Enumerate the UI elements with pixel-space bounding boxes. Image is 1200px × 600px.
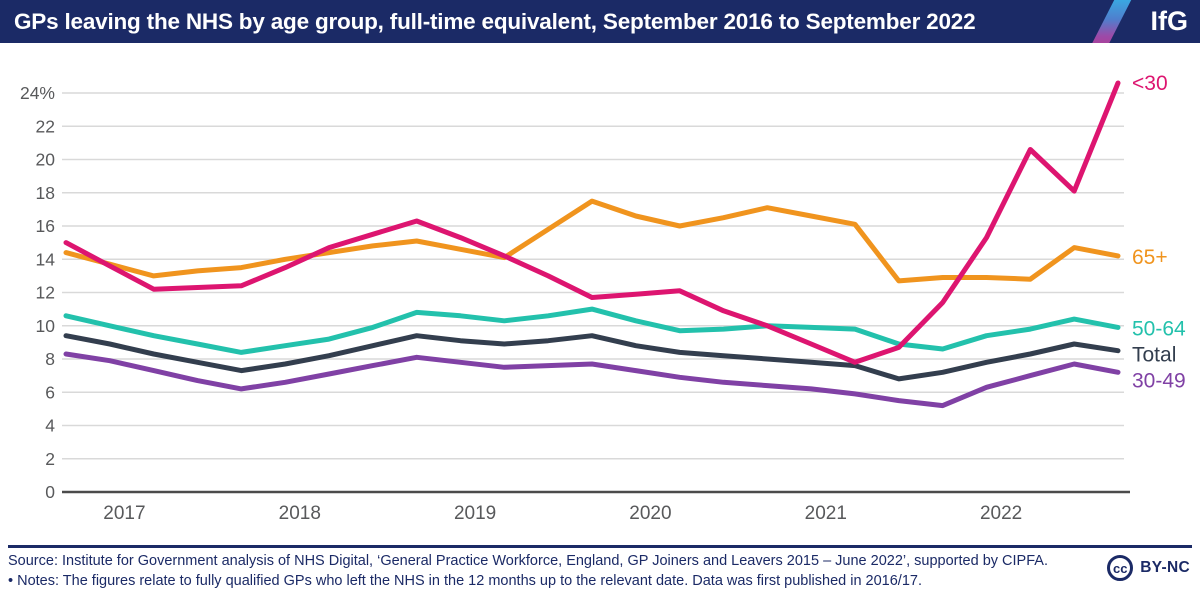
notes-text: • Notes: The figures relate to fully qua…	[8, 573, 922, 589]
x-tick-label: 2021	[805, 503, 847, 524]
license-text: BY-NC	[1140, 559, 1190, 576]
y-tick-label: 22	[36, 116, 55, 136]
y-tick-label: 4	[45, 416, 55, 436]
y-tick-label: 2	[45, 449, 55, 469]
y-tick-label: 16	[36, 216, 55, 236]
series-line-50-64	[63, 306, 1121, 355]
y-tick-label: 6	[45, 382, 55, 402]
cc-license-badge: cc BY-NC	[1107, 555, 1190, 581]
series-line-Total	[63, 333, 1121, 382]
y-tick-label: 10	[36, 316, 56, 336]
y-tick-label: 8	[45, 349, 55, 369]
series-label-65+: 65+	[1132, 246, 1168, 269]
footer: Source: Institute for Government analysi…	[0, 545, 1200, 600]
x-tick-label: 2017	[103, 503, 145, 524]
title-bar: GPs leaving the NHS by age group, full-t…	[0, 0, 1200, 43]
y-tick-label: 24%	[20, 83, 55, 103]
chart-title: GPs leaving the NHS by age group, full-t…	[14, 9, 976, 34]
series-line-<30	[63, 80, 1121, 365]
y-tick-label: 20	[36, 150, 56, 170]
x-tick-label: 2018	[279, 503, 321, 524]
source-text: Source: Institute for Government analysi…	[8, 553, 1048, 569]
y-tick-label: 12	[36, 283, 55, 303]
y-tick-label: 18	[36, 183, 55, 203]
x-tick-label: 2020	[629, 503, 671, 524]
series-line-65+	[63, 198, 1121, 284]
ifg-logo-text: IfG	[1150, 6, 1189, 36]
footer-divider	[8, 545, 1192, 548]
x-tick-label: 2019	[454, 503, 496, 524]
x-tick-label: 2022	[980, 503, 1022, 524]
y-tick-label: 14	[36, 249, 56, 269]
cc-icon: cc	[1107, 555, 1134, 581]
y-tick-label: 0	[45, 482, 55, 502]
ifg-logo-stripe-icon	[1088, 0, 1135, 43]
series-label-50-64: 50-64	[1132, 317, 1186, 340]
series-label-<30: <30	[1132, 72, 1168, 95]
series-label-Total: Total	[1132, 344, 1176, 367]
series-line-30-49	[63, 351, 1121, 409]
series-label-30-49: 30-49	[1132, 369, 1186, 392]
